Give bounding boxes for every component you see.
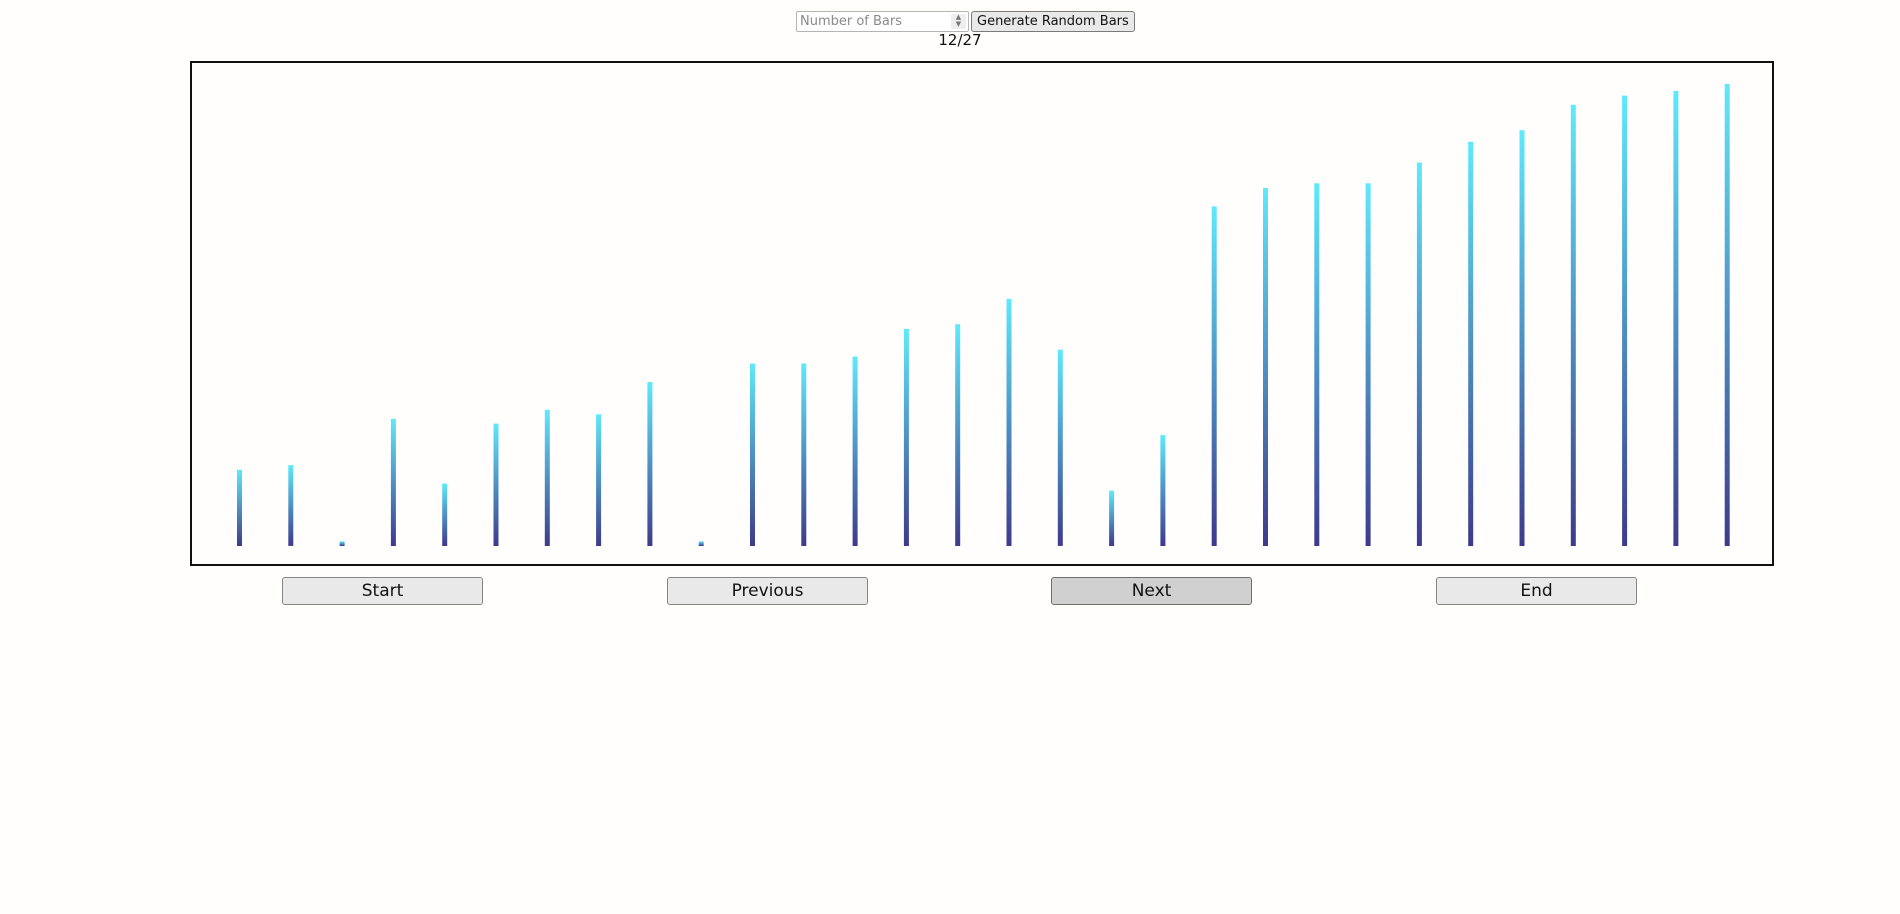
bar xyxy=(955,324,961,546)
bar-chart-frame xyxy=(190,61,1774,566)
bar xyxy=(1006,298,1012,546)
bar-count-input[interactable] xyxy=(797,11,950,31)
bar-count-field[interactable]: ▲ ▼ xyxy=(796,10,969,32)
bar xyxy=(1057,349,1063,546)
bars-group xyxy=(237,84,1730,547)
bar xyxy=(1365,183,1371,547)
bar xyxy=(1160,435,1166,546)
start-button[interactable]: Start xyxy=(282,577,483,605)
bar xyxy=(1211,206,1217,546)
bar xyxy=(698,541,704,546)
bar-chart xyxy=(237,84,1730,547)
bar xyxy=(442,483,448,546)
bar xyxy=(1416,162,1422,546)
bar xyxy=(1673,90,1679,547)
bar xyxy=(750,363,755,546)
bar xyxy=(852,356,858,546)
end-button[interactable]: End xyxy=(1436,577,1637,605)
spinner-down-icon[interactable]: ▼ xyxy=(955,19,962,28)
bar xyxy=(596,414,602,546)
next-button[interactable]: Next xyxy=(1051,577,1252,605)
bar xyxy=(390,418,396,546)
previous-button[interactable]: Previous xyxy=(667,577,868,605)
bar xyxy=(339,541,345,546)
generate-random-bars-button[interactable]: Generate Random Bars xyxy=(971,10,1135,32)
bar xyxy=(1724,84,1730,546)
step-counter: 12/27 xyxy=(938,31,982,49)
bar xyxy=(1468,141,1474,547)
bar xyxy=(1519,130,1525,546)
bar xyxy=(1622,95,1628,546)
bar xyxy=(1570,104,1576,547)
bar xyxy=(493,423,499,546)
number-spinner[interactable]: ▲ ▼ xyxy=(951,12,966,29)
bar xyxy=(1109,490,1115,546)
bar xyxy=(288,465,294,546)
spinner-up-icon[interactable]: ▲ xyxy=(955,12,962,21)
bar xyxy=(903,328,909,546)
bar xyxy=(647,382,653,546)
bar xyxy=(1314,183,1320,547)
bar xyxy=(1263,187,1268,546)
bar xyxy=(544,409,550,546)
bar-controls: ▲ ▼ Generate Random Bars xyxy=(796,10,1135,32)
bar xyxy=(801,363,807,546)
bar xyxy=(237,469,242,546)
